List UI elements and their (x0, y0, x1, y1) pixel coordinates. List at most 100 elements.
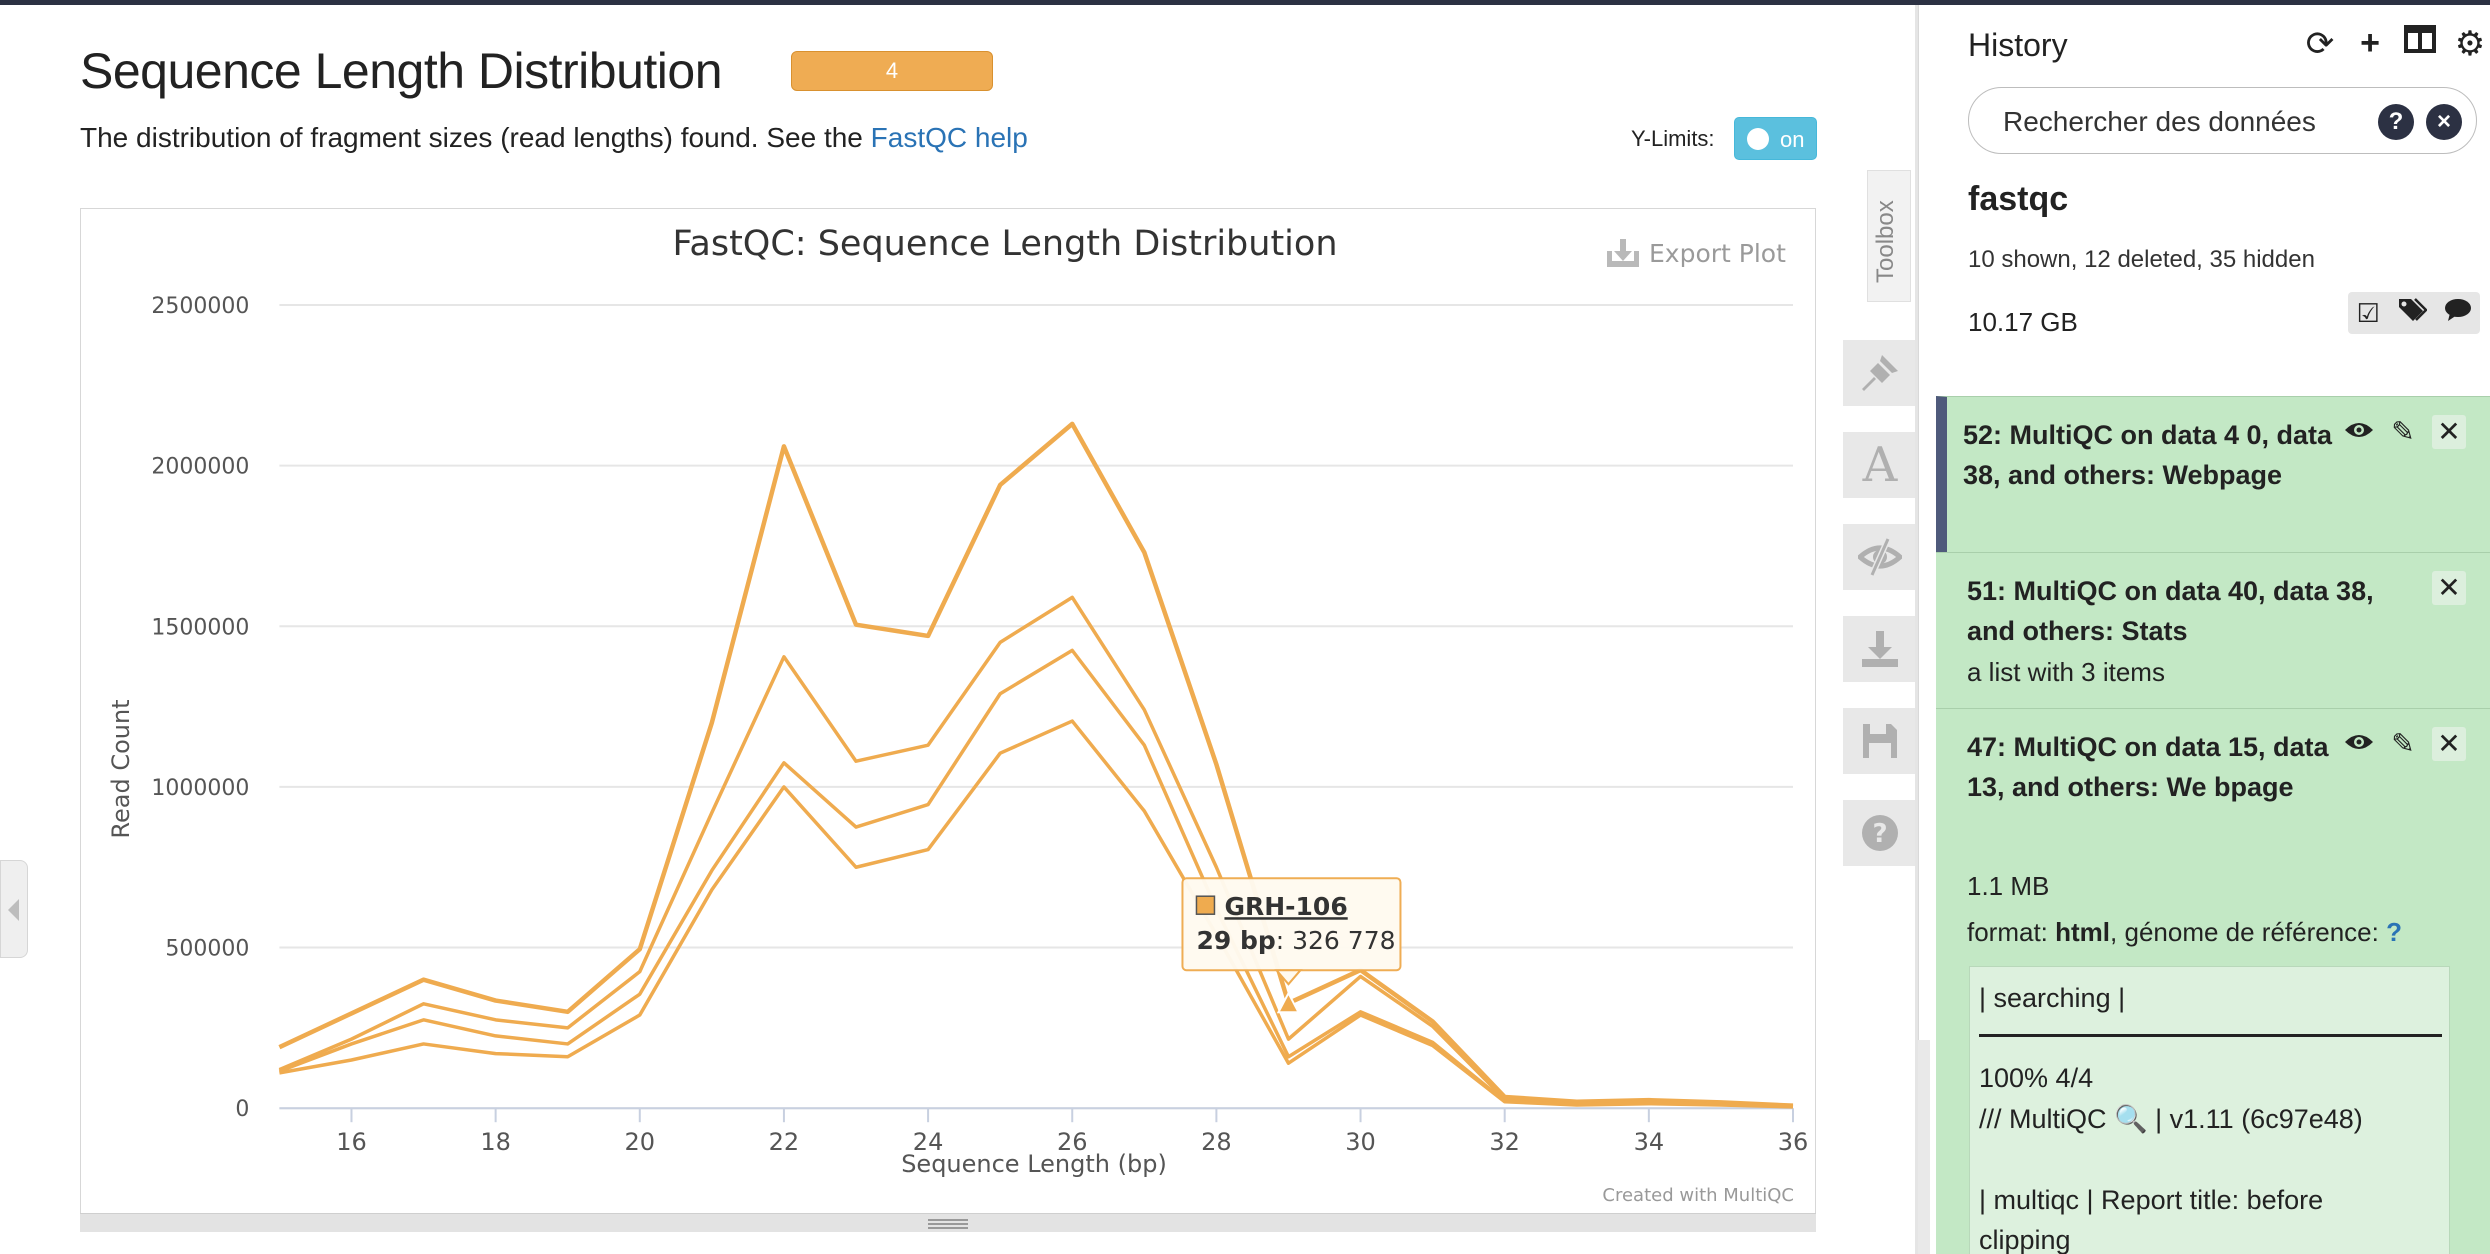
sample-count-badge[interactable]: 4 (791, 51, 993, 91)
x-tick-label: 32 (1489, 1128, 1520, 1156)
export-icon (1607, 239, 1639, 267)
x-tick-label: 20 (625, 1128, 656, 1156)
panel-divider[interactable] (1915, 5, 1918, 1254)
history-item-title[interactable]: 47: MultiQC on data 15, data 13, and oth… (1967, 732, 2329, 802)
y-tick-label: 500000 (165, 937, 249, 962)
series-line (278, 421, 1794, 1108)
delete-icon[interactable]: ✕ (2432, 727, 2466, 761)
plot-container: 16 18 20 22 24 26 28 30 32 34 36 0 500000 1000000 1500… (80, 208, 1816, 1232)
top-bar (0, 0, 2490, 5)
tooltip-color-swatch (1195, 895, 1216, 915)
history-item-title[interactable]: 52: MultiQC on data 4 0, data 38, and ot… (1963, 420, 2333, 490)
peek-line: 100% 4/4 (1979, 1063, 2094, 1093)
dataset-size: 1.1 MB (1967, 871, 2050, 901)
history-size: 10.17 GB (1968, 307, 2078, 337)
description-text: The distribution of fragment sizes (read… (80, 122, 871, 153)
history-stats[interactable]: 10 shown, 12 deleted, 35 hidden (1968, 246, 2315, 273)
x-tick-label: 22 (769, 1128, 800, 1156)
line-chart: 16 18 20 22 24 26 28 30 32 34 36 0 500000 1000000 1500… (107, 224, 1809, 1206)
annotation-icon[interactable] (2444, 298, 2472, 329)
peek-line: /// MultiQC 🔍 | v1.11 (6c97e48) (1979, 1104, 2363, 1134)
history-item-subtitle: a list with 3 items (1967, 657, 2165, 687)
svg-text:?: ? (1872, 819, 1887, 849)
peek-line: | multiqc | Report title: before (1979, 1185, 2324, 1215)
eye-icon[interactable] (2344, 727, 2374, 761)
toggle-label: on (1780, 127, 1805, 152)
y-tick-label: 0 (235, 1097, 249, 1122)
y-tick-label: 2500000 (151, 294, 249, 319)
toggle-knob (1747, 128, 1769, 150)
genome-label: , génome de référence: (2110, 917, 2387, 947)
refresh-icon[interactable]: ⟳ (2305, 25, 2335, 63)
select-items-icon[interactable]: ☑ (2356, 297, 2380, 328)
peek-line: | searching | (1979, 983, 2126, 1013)
toolbox-label: Toolbox (1872, 200, 1899, 283)
ylimits-toggle[interactable]: on (1734, 117, 1817, 160)
tooltip-value: 29 bp: 326 778 (1196, 926, 1395, 955)
pencil-icon[interactable]: ✎ (2391, 728, 2415, 759)
history-item-title[interactable]: 51: MultiQC on data 40, data 38, and oth… (1967, 576, 2374, 646)
ylimits-label: Y-Limits: (1631, 126, 1715, 151)
help-button[interactable]: ? (1843, 800, 1917, 866)
genome-value-link[interactable]: ? (2386, 917, 2402, 947)
section-description: The distribution of fragment sizes (read… (80, 122, 1028, 154)
peek-divider (1979, 1034, 2442, 1037)
x-tick-label: 26 (1057, 1128, 1088, 1156)
export-plot-button[interactable]: Export Plot (1607, 239, 1786, 268)
pencil-icon[interactable]: ✎ (2391, 416, 2415, 447)
history-search[interactable]: Rechercher des données ? × (1968, 87, 2477, 154)
history-item-actions: ✕ (2432, 571, 2466, 605)
font-icon: A (1862, 437, 1898, 493)
eye-icon[interactable] (2344, 415, 2374, 449)
multiqc-credit: Created with MultiQC (1602, 1185, 1794, 1206)
delete-icon[interactable]: ✕ (2432, 415, 2466, 449)
history-item-51[interactable]: 51: MultiQC on data 40, data 38, and oth… (1936, 552, 2490, 708)
y-axis-label: Read Count (107, 699, 135, 838)
hovered-point-marker (1276, 991, 1301, 1014)
tooltip-y-value: : 326 778 (1276, 926, 1396, 955)
plus-icon[interactable]: + (2360, 24, 2380, 62)
chart-gridlines (279, 304, 1793, 1110)
fastqc-help-link[interactable]: FastQC help (870, 122, 1028, 153)
history-toolbar: ⟳ + ⚙ (2302, 24, 2488, 64)
x-axis-label: Sequence Length (bp) (901, 1150, 1167, 1178)
search-help-icon[interactable]: ? (2378, 104, 2414, 140)
section-title: Sequence Length Distribution (80, 43, 723, 99)
dataset-peek: | searching | 100% 4/4 /// MultiQC 🔍 | v… (1969, 966, 2450, 1254)
format-label: format: (1967, 917, 2056, 947)
peek-line: clipping (1979, 1225, 2071, 1254)
gear-icon[interactable]: ⚙ (2454, 25, 2486, 63)
x-tick-label: 36 (1778, 1128, 1809, 1156)
x-tick-label: 30 (1345, 1128, 1376, 1156)
tooltip-pointer (1274, 969, 1303, 986)
toolbox-tab[interactable]: Toolbox (1867, 170, 1911, 302)
x-tick-label: 18 (480, 1128, 511, 1156)
chart-tooltip: GRH-106 29 bp: 326 778 (1181, 877, 1402, 1014)
tooltip-sample-name: GRH-106 (1224, 892, 1347, 921)
format-value: html (2055, 917, 2111, 947)
search-input[interactable]: Rechercher des données (2003, 106, 2316, 137)
history-item-actions: ✎ ✕ (2344, 415, 2466, 449)
font-button[interactable]: A (1843, 432, 1917, 498)
search-clear-icon[interactable]: × (2426, 104, 2462, 140)
left-panel-collapse-handle[interactable] (0, 860, 28, 958)
grip-icon (928, 1219, 968, 1221)
save-button[interactable] (1843, 708, 1917, 774)
save-icon (1863, 724, 1897, 758)
pin-icon (1862, 355, 1898, 391)
history-scrollbar[interactable] (1918, 1040, 1930, 1254)
delete-icon[interactable]: ✕ (2432, 571, 2466, 605)
x-tick-label: 24 (913, 1128, 944, 1156)
series-line (278, 648, 1794, 1109)
history-item-52[interactable]: 52: MultiQC on data 4 0, data 38, and ot… (1936, 396, 2490, 552)
plot-resize-handle[interactable] (80, 1213, 1816, 1232)
hide-samples-button[interactable] (1843, 524, 1917, 590)
chart-series-lines (278, 421, 1794, 1109)
pin-button[interactable] (1843, 340, 1917, 406)
tags-icon[interactable] (2397, 297, 2428, 330)
history-name[interactable]: fastqc (1968, 180, 2069, 218)
download-button[interactable] (1843, 616, 1917, 682)
export-plot-label: Export Plot (1649, 239, 1786, 268)
columns-icon[interactable] (2402, 24, 2438, 64)
x-tick-label: 28 (1201, 1128, 1232, 1156)
